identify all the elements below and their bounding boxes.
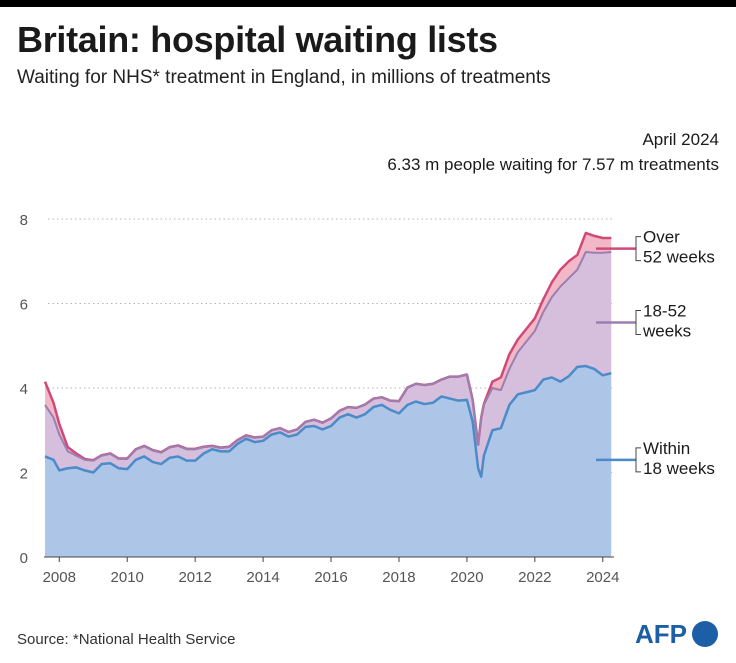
x-tick-label-2014: 2014 [246, 569, 279, 586]
y-tick-label-2: 2 [20, 466, 28, 483]
line-within-18-weeks [44, 364, 612, 478]
y-tick-label-6: 6 [20, 297, 28, 314]
afp-logo: AFP [633, 618, 723, 649]
top-rule [0, 0, 736, 7]
y-tick-label-0: 0 [20, 550, 28, 567]
x-tick-label-2012: 2012 [178, 569, 211, 586]
x-tick-label-2018: 2018 [382, 569, 415, 586]
line-18-52-weeks [44, 250, 612, 462]
annotation-date: April 2024 [642, 130, 719, 149]
x-tick-label-2024: 2024 [586, 569, 619, 586]
svg-text:AFP: AFP [635, 619, 687, 648]
legend-label-2-0: Within [643, 439, 690, 458]
legend-label-0-0: Over [643, 228, 680, 247]
legend-label-1-1: weeks [642, 322, 691, 341]
x-tick-label-2008: 2008 [43, 569, 76, 586]
legend-label-1-0: 18-52 [643, 302, 686, 321]
y-tick-label-8: 8 [20, 212, 28, 229]
legend-bracket-2 [635, 447, 641, 473]
legend-bracket-1 [635, 310, 641, 336]
x-tick-label-2022: 2022 [518, 569, 551, 586]
legend-bracket-0 [635, 236, 641, 262]
chart-subtitle: Waiting for NHS* treatment in England, i… [17, 67, 551, 88]
x-tick-label-2010: 2010 [111, 569, 144, 586]
annotation-summary: 6.33 m people waiting for 7.57 m treatme… [387, 155, 719, 174]
x-tick-label-2020: 2020 [450, 569, 483, 586]
x-tick-label-2016: 2016 [314, 569, 347, 586]
y-tick-label-4: 4 [20, 381, 28, 398]
legend-label-0-1: 52 weeks [643, 248, 715, 267]
chart-title: Britain: hospital waiting lists [17, 19, 498, 60]
source-note: Source: *National Health Service [17, 631, 236, 648]
legend-label-2-1: 18 weeks [643, 459, 715, 478]
